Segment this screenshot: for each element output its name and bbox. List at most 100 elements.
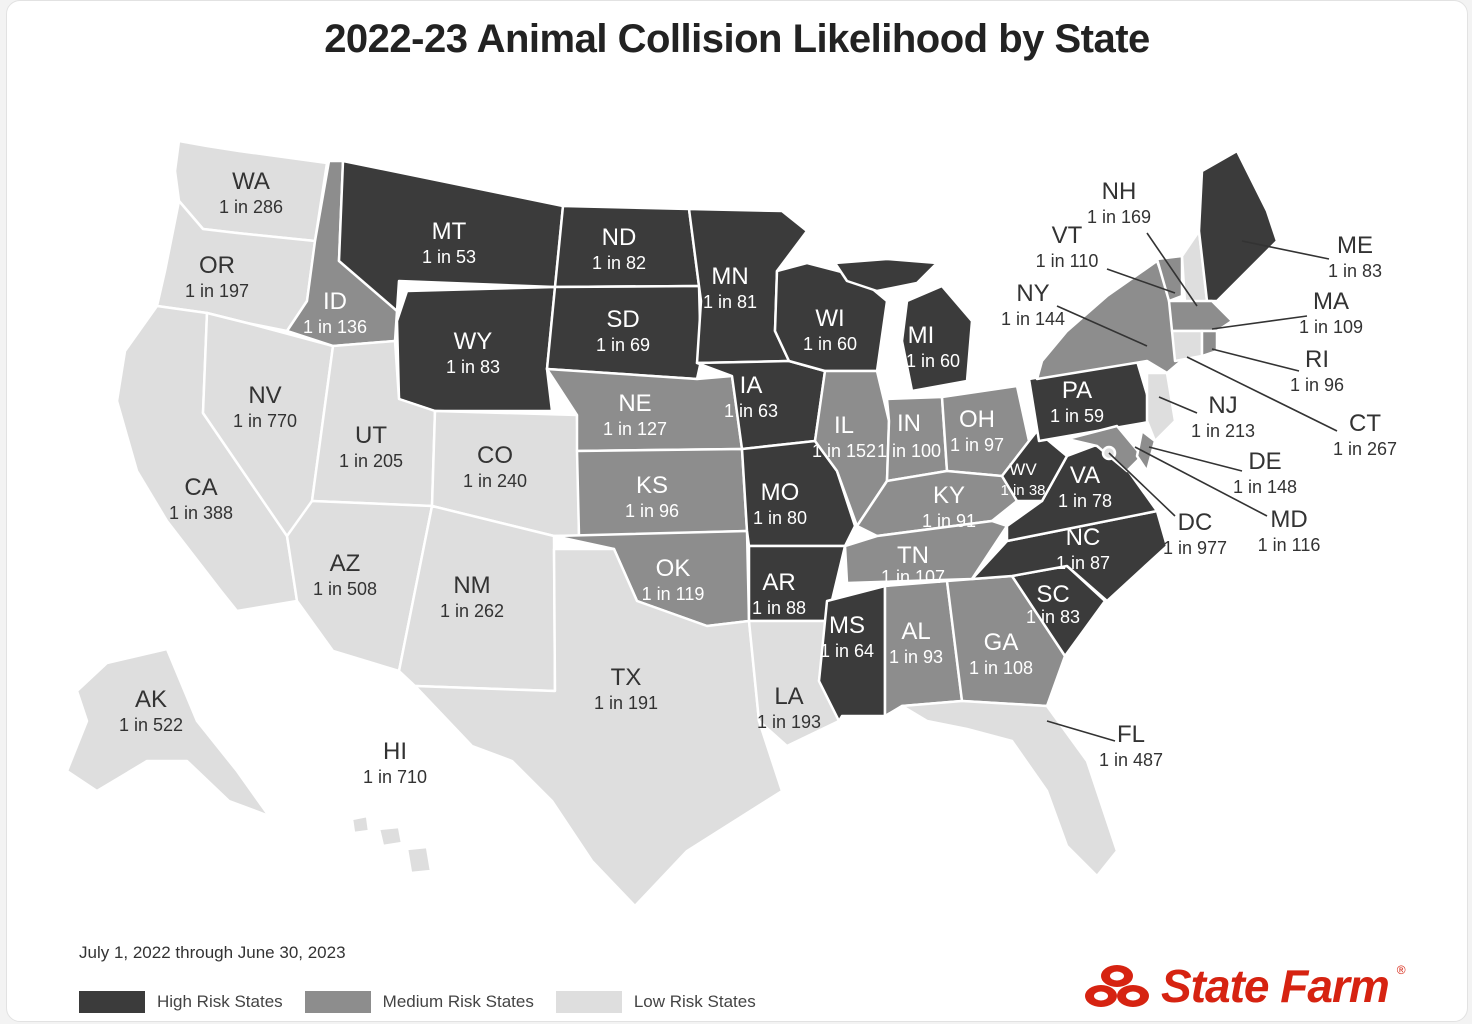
state-value-ca: 1 in 388: [169, 503, 233, 523]
state-value-ct: 1 in 267: [1333, 439, 1397, 459]
state-value-co: 1 in 240: [463, 471, 527, 491]
state-shape-ri: [1200, 329, 1219, 358]
callout-line-nj: [1158, 396, 1198, 414]
state-value-de: 1 in 148: [1233, 477, 1297, 497]
legend-item-medium: Medium Risk States: [304, 991, 534, 1013]
state-label-ar: AR: [762, 569, 795, 596]
callout-line-md: [1134, 446, 1268, 517]
state-label-or: OR: [199, 252, 235, 279]
state-value-hi: 1 in 710: [363, 767, 427, 787]
state-value-ne: 1 in 127: [603, 419, 667, 439]
state-shape-hi-2: [377, 825, 404, 848]
state-label-az: AZ: [330, 550, 361, 577]
state-label-ia: IA: [740, 372, 763, 399]
state-value-ak: 1 in 522: [119, 715, 183, 735]
callout-lines: [1046, 232, 1338, 742]
state-shapes: [65, 139, 1279, 908]
legend-swatch-medium: [304, 991, 371, 1013]
callout-line-fl: [1046, 720, 1116, 742]
state-label-tx: TX: [611, 664, 642, 691]
state-value-nh: 1 in 169: [1087, 207, 1151, 227]
legend-item-high: High Risk States: [79, 991, 283, 1013]
state-label-ma: MA: [1313, 288, 1349, 315]
state-value-oh: 1 in 97: [950, 435, 1004, 455]
state-label-me: ME: [1337, 232, 1373, 259]
state-value-ia: 1 in 63: [724, 401, 778, 421]
state-label-ms: MS: [829, 612, 865, 639]
state-labels: WA 1 in 286 OR 1 in 197 CA 1 in 388 NV 1…: [119, 168, 1397, 787]
callout-line-ma: [1211, 315, 1308, 330]
state-label-ga: GA: [984, 629, 1019, 656]
state-value-va: 1 in 78: [1058, 491, 1112, 511]
state-value-wi: 1 in 60: [803, 334, 857, 354]
state-value-mo: 1 in 80: [753, 508, 807, 528]
map-title: 2022-23 Animal Collision Likelihood by S…: [324, 17, 1150, 61]
state-shape-ak: [65, 647, 271, 818]
callout-line-vt: [1106, 268, 1176, 294]
state-shape-ma: [1167, 299, 1234, 333]
state-shape-me: [1197, 149, 1279, 303]
state-shape-mi-up: [833, 257, 939, 293]
state-label-ky: KY: [933, 482, 965, 509]
state-value-ny: 1 in 144: [1001, 309, 1065, 329]
state-label-nc: NC: [1066, 524, 1101, 551]
legend-swatch-low: [555, 991, 622, 1013]
state-value-nj: 1 in 213: [1191, 421, 1255, 441]
state-value-ri: 1 in 96: [1290, 375, 1344, 395]
callout-line-de: [1148, 446, 1243, 472]
callout-line-nh: [1146, 232, 1198, 307]
state-value-mt: 1 in 53: [422, 247, 476, 267]
state-farm-logo: State Farm ®: [1081, 959, 1406, 1013]
callout-line-me: [1241, 240, 1330, 260]
state-value-nm: 1 in 262: [440, 601, 504, 621]
state-label-al: AL: [901, 618, 930, 645]
callout-line-dc: [1108, 452, 1176, 517]
state-value-ky: 1 in 91: [922, 511, 976, 531]
legend-swatch-high: [79, 991, 145, 1013]
state-value-sd: 1 in 69: [596, 335, 650, 355]
state-label-nd: ND: [602, 224, 637, 251]
state-value-ms: 1 in 64: [820, 641, 874, 661]
state-label-ks: KS: [636, 472, 668, 499]
state-value-il: 1 in 152: [812, 441, 876, 461]
state-label-ca: CA: [184, 474, 217, 501]
registered-mark: ®: [1396, 963, 1406, 977]
callout-line-ct: [1186, 356, 1338, 432]
state-label-de: DE: [1248, 448, 1281, 475]
state-value-wv: 1 in 38: [1000, 482, 1045, 499]
date-range-note: July 1, 2022 through June 30, 2023: [79, 943, 346, 962]
state-label-id: ID: [323, 288, 347, 315]
three-ovals-icon: [1085, 965, 1149, 1007]
state-label-fl: FL: [1117, 721, 1145, 748]
state-label-nv: NV: [248, 382, 281, 409]
state-label-ak: AK: [135, 686, 167, 713]
state-value-vt: 1 in 110: [1036, 251, 1099, 271]
state-label-wv: WV: [1009, 460, 1037, 479]
state-label-ny: NY: [1016, 280, 1049, 307]
state-shape-nj: [1145, 371, 1177, 443]
state-shape-ct: [1170, 329, 1204, 363]
state-value-la: 1 in 193: [757, 712, 821, 732]
state-label-in: IN: [897, 410, 921, 437]
brand-name: State Farm: [1161, 960, 1390, 1012]
state-value-ga: 1 in 108: [969, 658, 1033, 678]
state-shape-wv: [1000, 429, 1069, 503]
state-value-ar: 1 in 88: [752, 598, 806, 618]
state-label-dc: DC: [1178, 509, 1213, 536]
state-value-nd: 1 in 82: [592, 253, 646, 273]
state-value-md: 1 in 116: [1258, 535, 1321, 555]
state-label-va: VA: [1070, 462, 1100, 489]
map-card: 2022-23 Animal Collision Likelihood by S…: [6, 0, 1468, 1022]
state-value-me: 1 in 83: [1328, 261, 1382, 281]
state-label-pa: PA: [1062, 377, 1092, 404]
state-label-ri: RI: [1305, 346, 1329, 373]
state-shape-fl: [900, 699, 1119, 878]
state-value-nv: 1 in 770: [233, 411, 297, 431]
state-label-mn: MN: [711, 263, 748, 290]
state-label-ok: OK: [656, 555, 691, 582]
state-shape-hi-3: [405, 845, 433, 875]
state-value-in: 1 in 100: [877, 441, 941, 461]
state-value-dc: 1 in 977: [1163, 538, 1227, 558]
state-label-ne: NE: [618, 390, 651, 417]
state-value-tx: 1 in 191: [594, 693, 658, 713]
